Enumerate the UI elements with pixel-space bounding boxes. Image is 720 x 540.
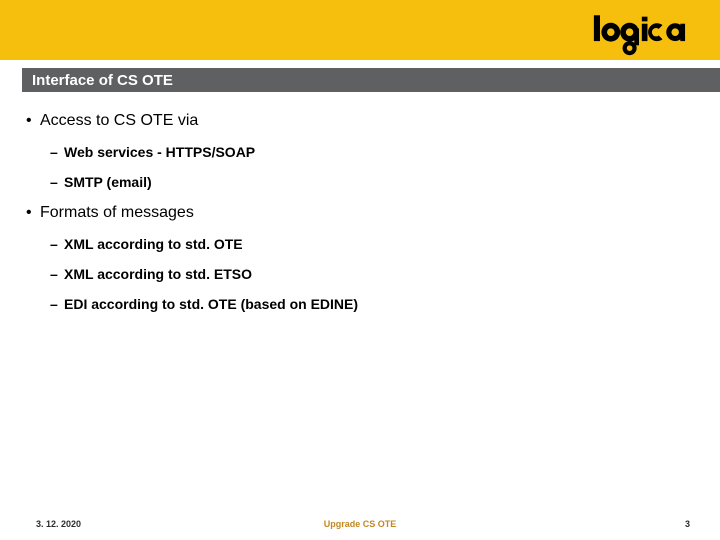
bullet-lvl2: – SMTP (email) [50,174,686,190]
bullet-text: EDI according to std. OTE (based on EDIN… [64,296,358,312]
dash-marker: – [50,144,64,160]
bullet-lvl1: • Access to CS OTE via [26,112,686,130]
dash-marker: – [50,236,64,252]
slide: Interface of CS OTE • Access to CS OTE v… [0,0,720,540]
content-area: • Access to CS OTE via – Web services - … [26,112,686,312]
bullet-text: SMTP (email) [64,174,152,190]
bullet-marker: • [26,204,40,222]
bullet-text: XML according to std. OTE [64,236,243,252]
footer-title: Upgrade CS OTE [0,519,720,529]
bullet-text: XML according to std. ETSO [64,266,252,282]
bullet-lvl2: – XML according to std. ETSO [50,266,686,282]
dash-marker: – [50,174,64,190]
title-bar: Interface of CS OTE [22,68,720,92]
bullet-lvl2: – XML according to std. OTE [50,236,686,252]
bullet-lvl2: – Web services - HTTPS/SOAP [50,144,686,160]
logica-logo [592,14,686,56]
dash-marker: – [50,296,64,312]
bullet-text: Access to CS OTE via [40,112,198,130]
bullet-marker: • [26,112,40,130]
bullet-lvl1: • Formats of messages [26,204,686,222]
bullet-text: Web services - HTTPS/SOAP [64,144,255,160]
dash-marker: – [50,266,64,282]
bullet-text: Formats of messages [40,204,194,222]
bullet-lvl2: – EDI according to std. OTE (based on ED… [50,296,686,312]
footer-page-number: 3 [685,519,690,529]
slide-title: Interface of CS OTE [32,72,173,89]
